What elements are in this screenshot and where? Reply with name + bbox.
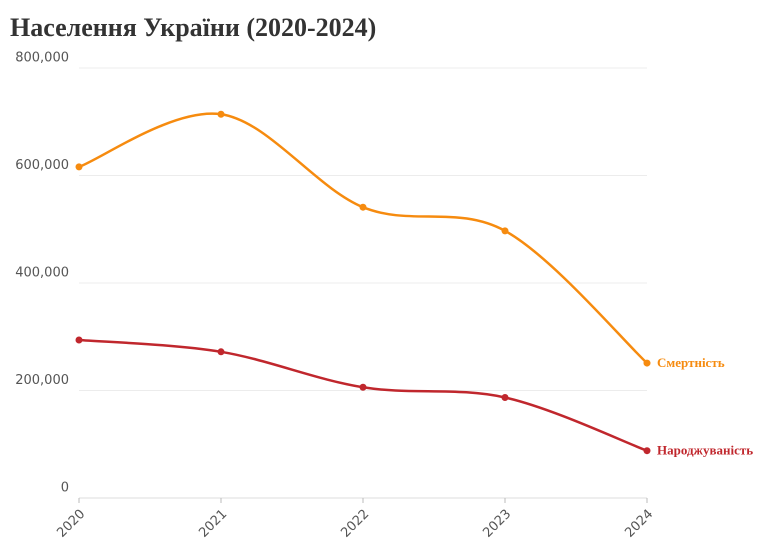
series-label: Народжуваність xyxy=(657,443,753,458)
x-tick-label: 2024 xyxy=(622,507,656,541)
point xyxy=(501,227,509,235)
y-tick-label: 800,000 xyxy=(15,51,69,66)
series-line xyxy=(78,112,648,365)
point xyxy=(75,336,83,344)
x-tick-label: 2020 xyxy=(54,507,88,541)
point xyxy=(217,348,225,356)
x-tick-label: 2023 xyxy=(480,507,514,541)
series-label: Смертність xyxy=(657,355,725,370)
point xyxy=(643,447,651,455)
x-tick-label: 2021 xyxy=(196,507,230,541)
point xyxy=(359,383,367,391)
point xyxy=(217,110,225,118)
y-tick-label: 0 xyxy=(61,481,69,496)
y-tick-label: 400,000 xyxy=(15,266,69,281)
point xyxy=(501,393,509,401)
y-tick-label: 200,000 xyxy=(15,373,69,388)
series-line xyxy=(78,338,648,452)
point xyxy=(75,163,83,171)
point xyxy=(359,203,367,211)
chart-title: Населення України (2020-2024) xyxy=(10,13,376,42)
x-tick-label: 2022 xyxy=(338,507,372,541)
y-tick-label: 600,000 xyxy=(15,158,69,173)
point xyxy=(643,359,651,367)
